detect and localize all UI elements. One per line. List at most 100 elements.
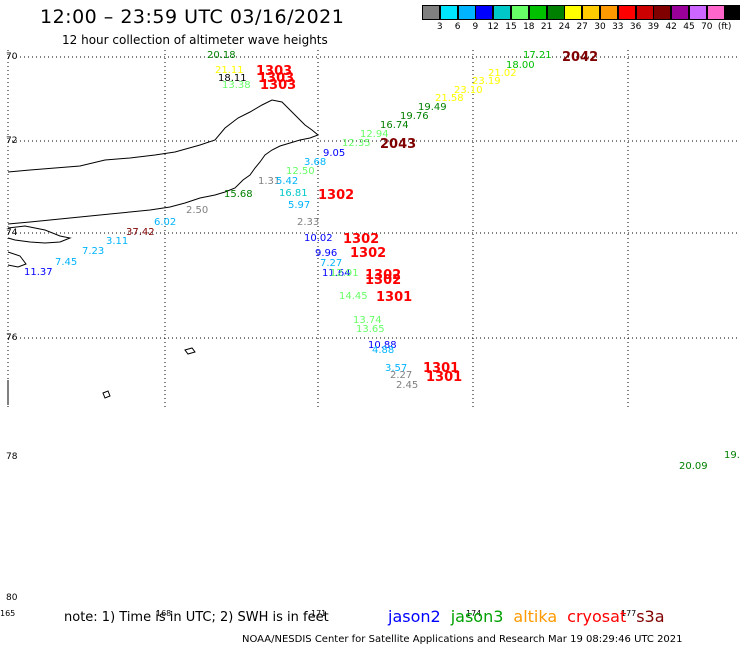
scale-label: 15 [505, 22, 517, 32]
scale-swatch [671, 5, 690, 20]
scale-swatch [635, 5, 654, 20]
wave-height-label: 37.42 [126, 227, 155, 238]
wave-height-label: 13.38 [222, 80, 251, 91]
scale-swatch [511, 5, 529, 20]
lat-label: 74 [6, 228, 18, 238]
wave-height-label: 3.68 [304, 157, 327, 168]
wave-height-label: 7.23 [82, 246, 105, 257]
wave-height-label: 19.76 [400, 111, 429, 122]
wave-height-label: 13.65 [356, 324, 385, 335]
wave-height-label: 7.45 [55, 257, 78, 268]
pass-time-label: 1301 [423, 361, 460, 376]
pass-time-label: 1303 [256, 64, 293, 79]
scale-swatch [600, 5, 618, 20]
wave-height-label: 12.94 [360, 129, 389, 140]
satellite-name: altika [513, 607, 558, 626]
wave-height-label: 21.58 [435, 93, 464, 104]
scale-label: 42 [665, 22, 677, 32]
satellite-legend: jason2 jason3 altika cryosat s3a [388, 607, 675, 626]
scale-label: 33 [612, 22, 624, 32]
scale-swatch [564, 5, 583, 20]
wave-height-label: 4.88 [372, 345, 395, 356]
scale-swatch [528, 5, 547, 20]
credit-line: NOAA/NESDIS Center for Satellite Applica… [242, 634, 683, 645]
scale-swatch [653, 5, 672, 20]
wave-height-label: 10.02 [304, 233, 333, 244]
wave-height-label: 20.18 [207, 50, 236, 61]
wave-height-label: 3.57 [385, 363, 408, 374]
scale-label: 21 [540, 22, 553, 32]
wave-height-label: 7.27 [320, 258, 343, 269]
wave-height-label: 21.11 [215, 65, 244, 76]
wave-height-label: 9.05 [323, 148, 346, 159]
wave-height-label: 2.27 [390, 370, 413, 381]
lat-label: 80 [6, 593, 18, 603]
lat-label: 76 [6, 333, 18, 343]
wave-height-label: 16.81 [279, 188, 308, 199]
map-subtitle: 12 hour collection of altimeter wave hei… [62, 33, 328, 47]
scale-label: 24 [558, 22, 571, 32]
pass-time-label: 1303 [258, 71, 295, 86]
note-text: note: 1) Time is in UTC; 2) SWH is in fe… [64, 610, 329, 625]
scale-label: 12 [487, 22, 499, 32]
scale-swatch [546, 5, 565, 20]
wave-height-label: 21.02 [488, 68, 517, 79]
wave-height-label: 20.09 [679, 461, 708, 472]
lon-label: 174 [466, 609, 482, 618]
lat-label: 70 [6, 52, 18, 62]
wave-height-label: 16.74 [380, 120, 409, 131]
scale-swatch [689, 5, 707, 20]
lon-label: 171 [311, 609, 327, 618]
wave-height-label: 9.96 [315, 248, 338, 259]
pass-time-label: 1302 [365, 268, 402, 283]
wave-height-label: 18.11 [218, 73, 247, 84]
scale-label: (ft) [717, 22, 732, 32]
map-title: 12:00 – 23:59 UTC 03/16/2021 [40, 6, 345, 28]
wave-height-label: 19. [724, 450, 740, 461]
pass-time-label: 1303 [260, 78, 297, 93]
wave-height-label: 14.45 [339, 291, 368, 302]
wave-height-label: 23.19 [472, 76, 501, 87]
wave-height-label: 2.33 [297, 217, 320, 228]
wave-height-label: 3.11 [106, 236, 129, 247]
wave-height-label: 5.97 [288, 200, 311, 211]
scale-label: 36 [629, 22, 642, 32]
wave-height-label: 12.91 [330, 268, 359, 279]
scale-label: 18 [523, 22, 535, 32]
scale-swatch [493, 5, 512, 20]
pass-time-label: 1301 [426, 370, 463, 385]
wave-height-label: 10.88 [368, 340, 397, 351]
scale-swatch [617, 5, 636, 20]
wave-height-label: 11.64 [322, 268, 351, 279]
lon-label: 165 [0, 609, 16, 618]
wave-height-label: 2.50 [186, 205, 209, 216]
pass-time-label: 2043 [380, 137, 417, 152]
wave-height-label: 13.74 [353, 315, 382, 326]
scale-label: 45 [683, 22, 695, 32]
scale-label: 6 [454, 22, 461, 32]
satellite-name: jason3 [450, 607, 504, 626]
scale-label: 30 [594, 22, 606, 32]
scale-swatch [439, 5, 458, 20]
pass-time-label: 1302 [365, 273, 402, 288]
scale-swatch [422, 5, 440, 20]
lon-label: 177 [621, 609, 637, 618]
scale-label: 70 [701, 22, 713, 32]
satellite-name: cryosat [567, 607, 627, 626]
wave-height-label: 6.02 [154, 217, 177, 228]
pass-time-label: 1301 [376, 290, 413, 305]
scale-swatch [706, 5, 725, 20]
satellite-name: jason2 [388, 607, 441, 626]
wave-height-label: 18.00 [506, 60, 535, 71]
wave-height-label: 23.10 [454, 85, 483, 96]
wave-height-label: 11.37 [24, 267, 53, 278]
scale-label: 39 [647, 22, 660, 32]
scale-swatch [475, 5, 494, 20]
scale-label: 3 [436, 22, 443, 32]
scale-label: 27 [576, 22, 588, 32]
wave-height-label: 17.21 [523, 50, 552, 61]
satellite-name: s3a [636, 607, 665, 626]
scale-swatch [457, 5, 476, 20]
scale-label: 9 [472, 22, 479, 32]
